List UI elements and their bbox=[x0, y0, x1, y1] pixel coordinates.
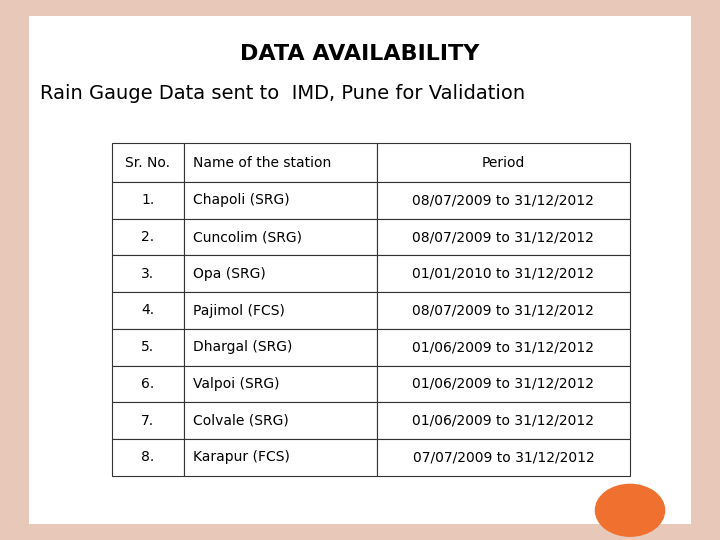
Bar bbox=[184, 439, 377, 476]
Bar bbox=[184, 182, 377, 219]
Bar bbox=[112, 366, 184, 402]
Bar bbox=[112, 143, 184, 182]
Bar bbox=[377, 255, 630, 292]
Bar bbox=[377, 219, 630, 255]
Bar bbox=[377, 402, 630, 439]
Text: Valpoi (SRG): Valpoi (SRG) bbox=[192, 377, 279, 391]
Bar bbox=[377, 182, 630, 219]
Bar bbox=[184, 143, 377, 182]
Text: 01/01/2010 to 31/12/2012: 01/01/2010 to 31/12/2012 bbox=[413, 267, 595, 281]
Text: Period: Period bbox=[482, 156, 525, 170]
Bar bbox=[184, 329, 377, 366]
Bar bbox=[112, 329, 184, 366]
Text: 8.: 8. bbox=[141, 450, 154, 464]
Bar bbox=[112, 219, 184, 255]
Bar bbox=[184, 366, 377, 402]
Text: Colvale (SRG): Colvale (SRG) bbox=[192, 414, 288, 428]
Bar bbox=[377, 143, 630, 182]
Bar bbox=[184, 255, 377, 292]
Text: 01/06/2009 to 31/12/2012: 01/06/2009 to 31/12/2012 bbox=[413, 340, 595, 354]
Text: Opa (SRG): Opa (SRG) bbox=[192, 267, 266, 281]
Text: 08/07/2009 to 31/12/2012: 08/07/2009 to 31/12/2012 bbox=[413, 303, 594, 318]
Text: 5.: 5. bbox=[141, 340, 154, 354]
Bar bbox=[377, 439, 630, 476]
Text: 4.: 4. bbox=[141, 303, 154, 318]
Bar bbox=[377, 366, 630, 402]
Bar bbox=[184, 219, 377, 255]
Text: Rain Gauge Data sent to  IMD, Pune for Validation: Rain Gauge Data sent to IMD, Pune for Va… bbox=[40, 84, 525, 103]
Bar bbox=[184, 402, 377, 439]
Bar bbox=[377, 292, 630, 329]
Text: Dhargal (SRG): Dhargal (SRG) bbox=[192, 340, 292, 354]
Text: 01/06/2009 to 31/12/2012: 01/06/2009 to 31/12/2012 bbox=[413, 414, 595, 428]
Text: 1.: 1. bbox=[141, 193, 154, 207]
Text: 07/07/2009 to 31/12/2012: 07/07/2009 to 31/12/2012 bbox=[413, 450, 594, 464]
Circle shape bbox=[595, 484, 665, 536]
Text: 2.: 2. bbox=[141, 230, 154, 244]
Text: Name of the station: Name of the station bbox=[192, 156, 330, 170]
Text: 08/07/2009 to 31/12/2012: 08/07/2009 to 31/12/2012 bbox=[413, 230, 594, 244]
Text: Sr. No.: Sr. No. bbox=[125, 156, 170, 170]
Text: Cuncolim (SRG): Cuncolim (SRG) bbox=[192, 230, 302, 244]
Text: 01/06/2009 to 31/12/2012: 01/06/2009 to 31/12/2012 bbox=[413, 377, 595, 391]
Bar bbox=[112, 402, 184, 439]
Bar bbox=[184, 292, 377, 329]
Bar bbox=[112, 255, 184, 292]
Bar bbox=[112, 439, 184, 476]
Text: 08/07/2009 to 31/12/2012: 08/07/2009 to 31/12/2012 bbox=[413, 193, 594, 207]
Text: DATA AVAILABILITY: DATA AVAILABILITY bbox=[240, 44, 480, 64]
Text: Pajimol (FCS): Pajimol (FCS) bbox=[192, 303, 284, 318]
Bar bbox=[377, 329, 630, 366]
Text: 3.: 3. bbox=[141, 267, 154, 281]
Text: 7.: 7. bbox=[141, 414, 154, 428]
Bar bbox=[112, 182, 184, 219]
Text: Karapur (FCS): Karapur (FCS) bbox=[192, 450, 289, 464]
Text: Chapoli (SRG): Chapoli (SRG) bbox=[192, 193, 289, 207]
Text: 6.: 6. bbox=[141, 377, 154, 391]
Bar bbox=[112, 292, 184, 329]
